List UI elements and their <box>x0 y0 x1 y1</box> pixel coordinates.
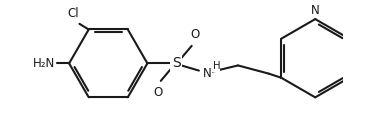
Text: S: S <box>172 56 180 70</box>
Text: Cl: Cl <box>67 7 79 20</box>
Text: N: N <box>203 67 212 80</box>
Text: O: O <box>190 28 199 41</box>
Text: N: N <box>311 4 320 17</box>
Text: H: H <box>213 61 220 72</box>
Text: H₂N: H₂N <box>32 57 55 70</box>
Text: O: O <box>153 86 162 99</box>
